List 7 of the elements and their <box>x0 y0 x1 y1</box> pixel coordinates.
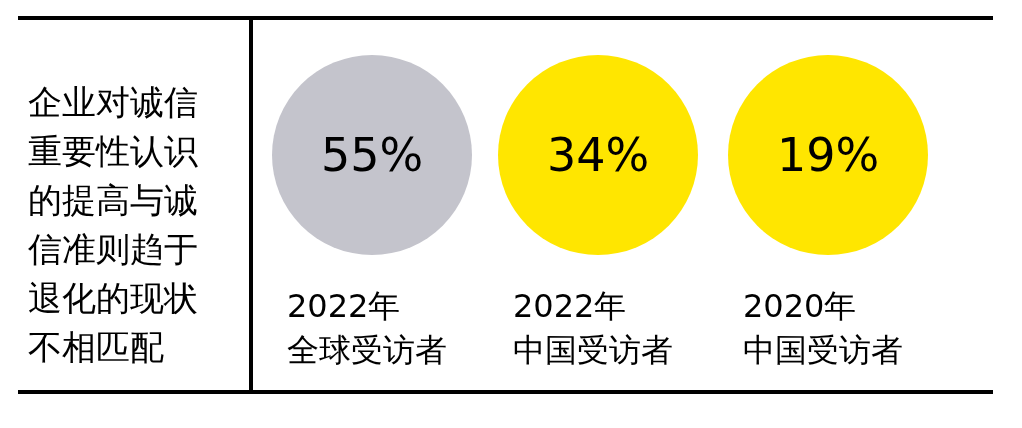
data-label: 34% <box>546 128 650 182</box>
data-label: 55% <box>320 128 424 182</box>
title: 企业对诚信重要性认识的提高与诚信准则趋于退化的现状不相匹配 <box>28 82 198 367</box>
category-label: 2022年全球受访者 <box>287 287 447 369</box>
category-label: 2020年中国受访者 <box>743 287 903 369</box>
data-label: 19% <box>776 128 880 182</box>
category-label: 2022年中国受访者 <box>513 287 673 369</box>
